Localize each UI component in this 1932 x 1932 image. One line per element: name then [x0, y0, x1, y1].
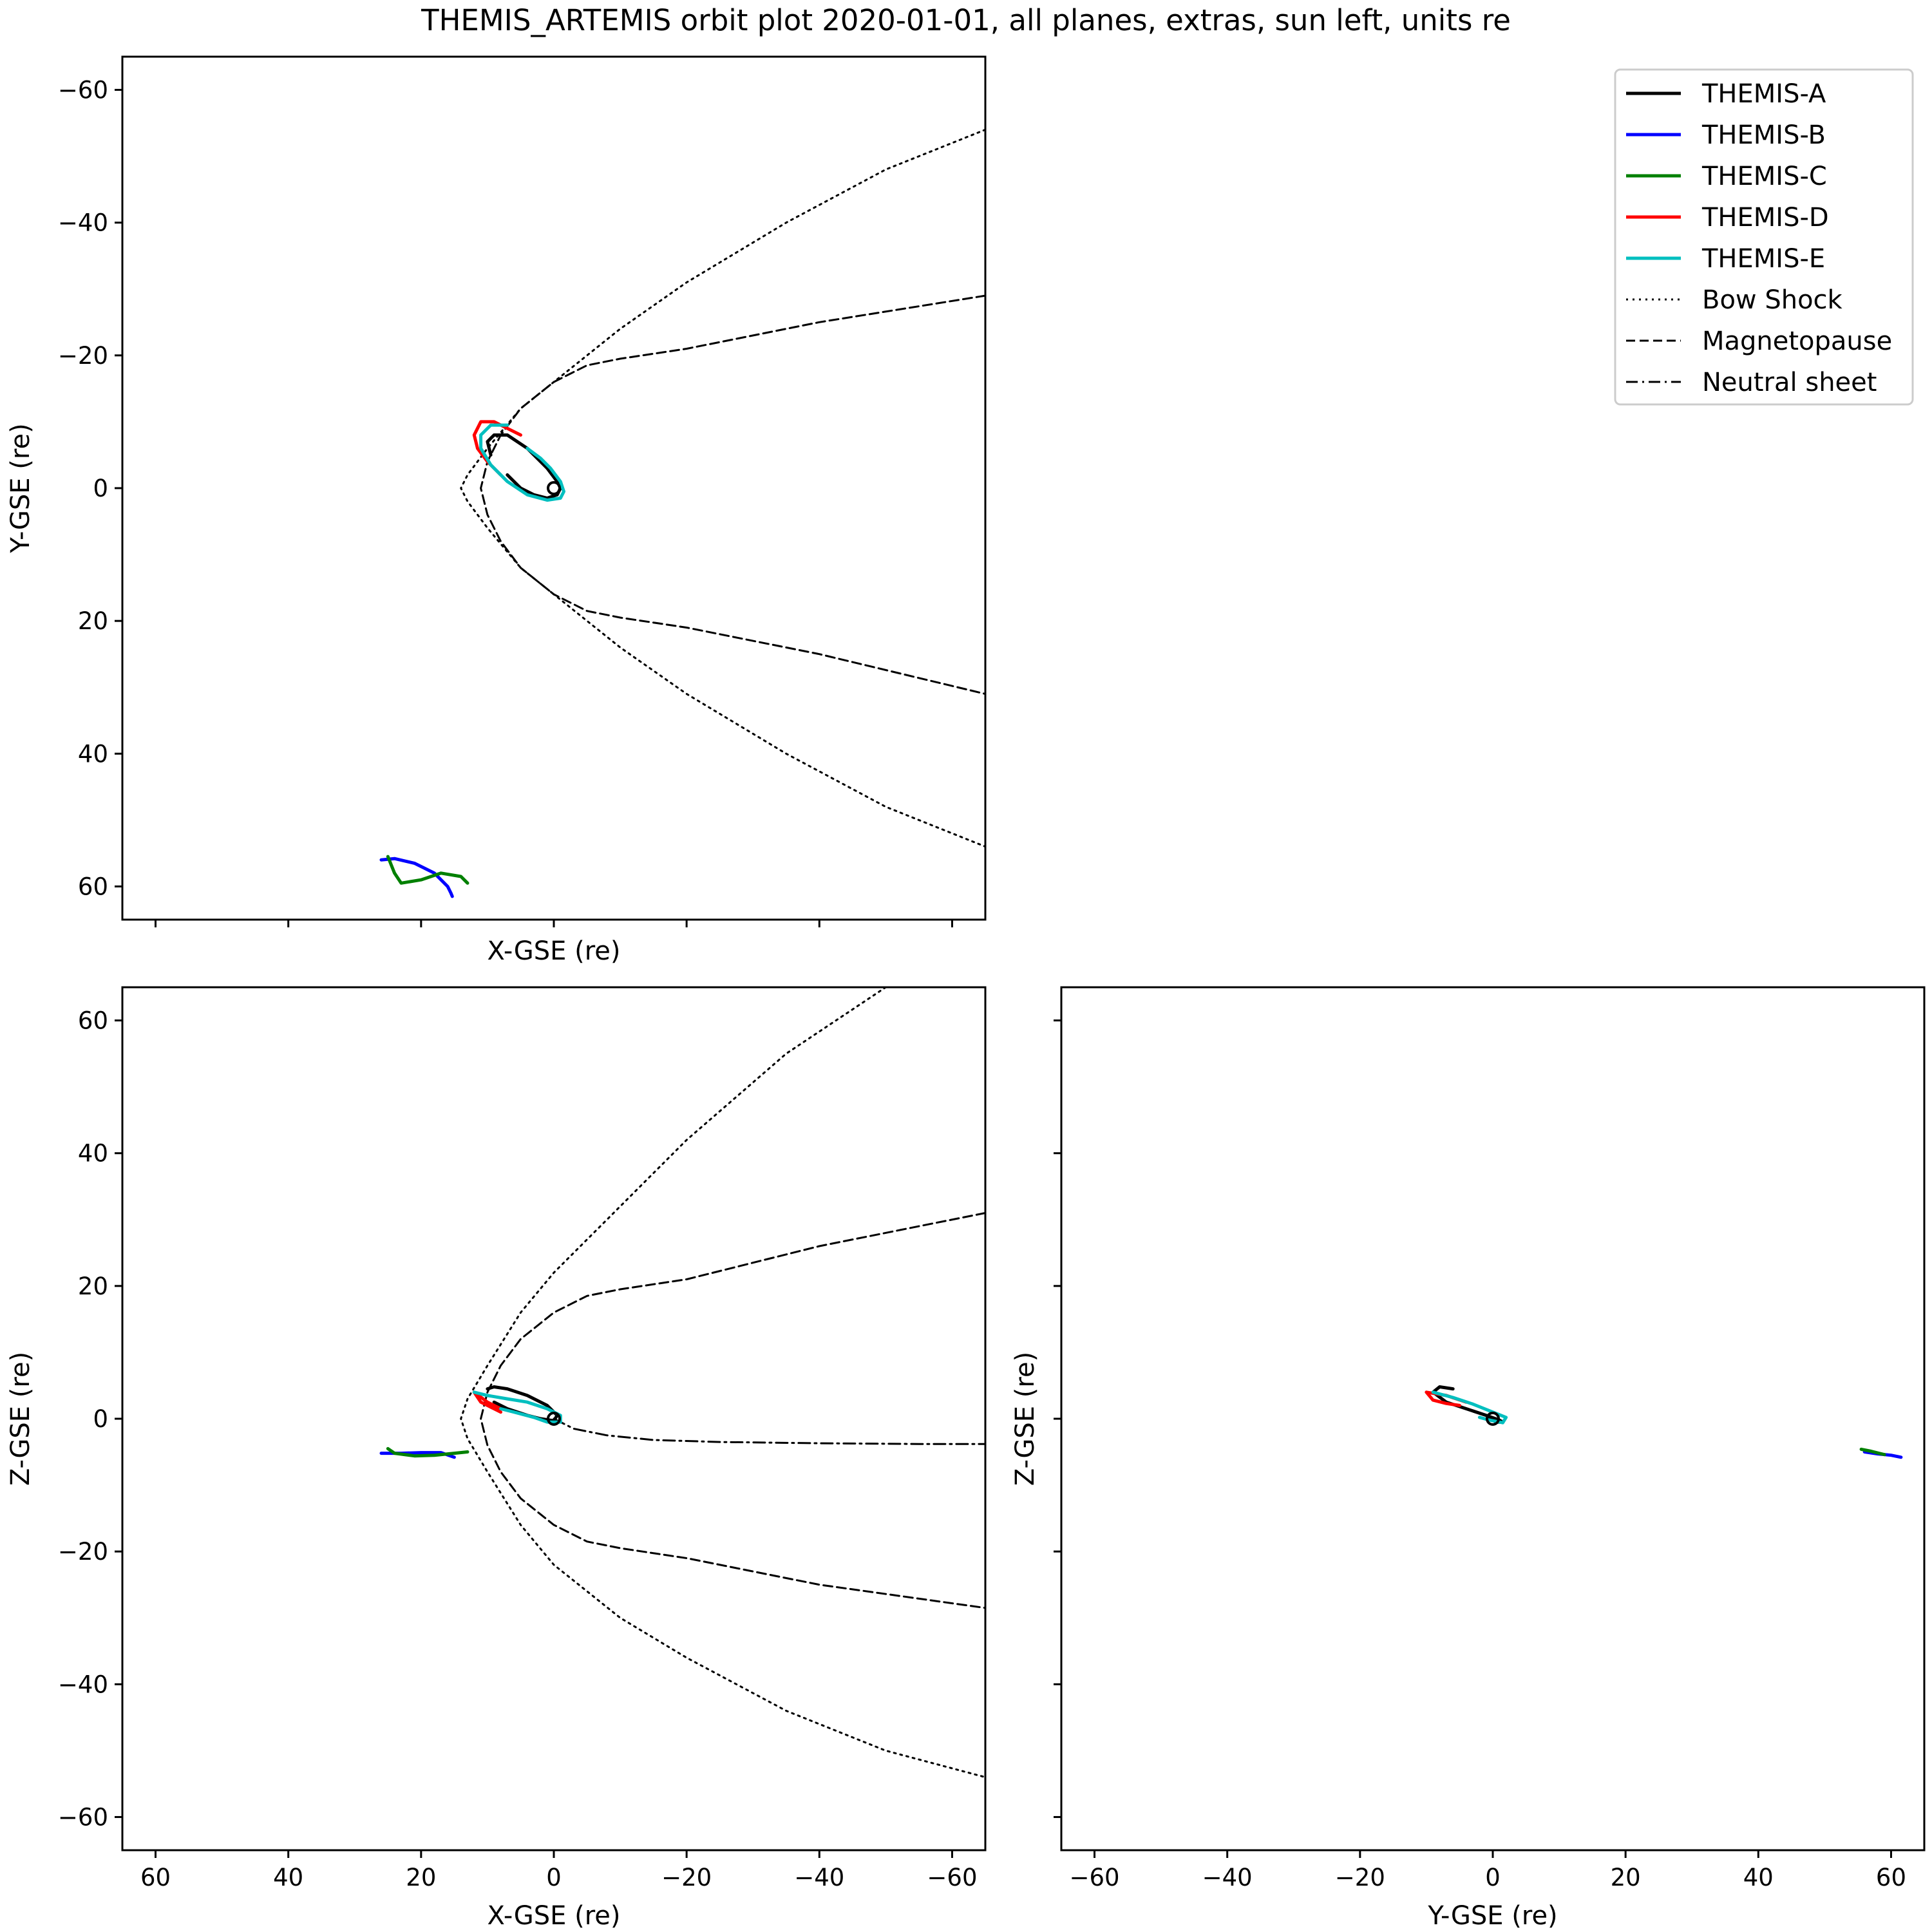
legend-label-bow-shock: Bow Shock — [1702, 285, 1843, 315]
yz-series-themis-e — [1431, 1390, 1508, 1425]
xz-earth-marker — [547, 1412, 561, 1426]
yz-x-tick-label: −20 — [1335, 1864, 1385, 1891]
xy-x-axis-label: X-GSE (re) — [487, 936, 620, 966]
xy-y-tick-label: −60 — [58, 77, 108, 104]
xz-x-tick-label: −40 — [794, 1864, 844, 1891]
xz-x-tick-label: −60 — [927, 1864, 977, 1891]
legend-label-themis-d: THEMIS-D — [1701, 203, 1829, 232]
yz-plane-panel: −60 −40 −20 0 20 40 60 Y-GSE (re) Z-GSE (re) — [1010, 986, 1926, 1931]
xz-y-tick-label: 40 — [78, 1140, 108, 1168]
yz-x-tick-label: 60 — [1876, 1864, 1906, 1891]
xz-y-tick-label: −20 — [58, 1538, 108, 1566]
yz-x-axis-label: Y-GSE (re) — [1427, 1901, 1557, 1931]
yz-x-tick-label: 40 — [1743, 1864, 1774, 1891]
xy-y-tick-label: −40 — [58, 209, 108, 237]
xz-series-neutral-sheet — [553, 1417, 985, 1445]
xy-earth-marker — [547, 481, 561, 495]
legend-box — [1614, 68, 1914, 406]
legend-label-themis-e: THEMIS-E — [1701, 244, 1825, 274]
xy-plane-panel: −60 −40 −20 0 20 40 60 X-GSE (re) Y-GSE (re) — [6, 55, 987, 966]
yz-earth-marker — [1486, 1412, 1500, 1426]
legend-label-themis-c: THEMIS-C — [1701, 162, 1827, 191]
xy-y-axis-label: Y-GSE (re) — [6, 423, 35, 553]
legend-label-neutral-sheet: Neutral sheet — [1702, 368, 1877, 397]
xz-y-axis-label: Z-GSE (re) — [6, 1352, 35, 1486]
xz-series-themis-d — [472, 1390, 502, 1414]
xy-series-themis-e — [479, 423, 565, 502]
xy-y-tick-label: 20 — [78, 607, 108, 635]
yz-x-tick-label: −60 — [1069, 1864, 1119, 1891]
yz-x-tick-label: 20 — [1611, 1864, 1641, 1891]
xz-x-tick-label: 20 — [406, 1864, 436, 1891]
xz-y-tick-label: 60 — [78, 1007, 108, 1035]
xy-y-tick-label: 0 — [93, 475, 108, 502]
xz-y-tick-label: −60 — [58, 1803, 108, 1831]
xz-x-tick-label: 60 — [140, 1864, 171, 1891]
xy-series-themis-b — [379, 857, 454, 898]
xy-y-tick-label: 40 — [78, 740, 108, 768]
legend-label-themis-b: THEMIS-B — [1701, 120, 1826, 150]
yz-x-tick-label: −40 — [1202, 1864, 1253, 1891]
xz-y-tick-label: 20 — [78, 1273, 108, 1300]
xz-x-tick-label: 0 — [546, 1864, 562, 1891]
yz-y-axis-label: Z-GSE (re) — [1010, 1352, 1040, 1486]
legend: THEMIS-A THEMIS-B THEMIS-C THEMIS-D THEMIS-E… — [1614, 68, 1914, 406]
xz-x-tick-label: 40 — [273, 1864, 303, 1891]
yz-series-themis-a — [1431, 1385, 1504, 1424]
xy-series-bow-shock — [460, 128, 985, 848]
xz-y-tick-label: −40 — [58, 1671, 108, 1698]
legend-label-themis-a: THEMIS-A — [1701, 79, 1826, 109]
xz-y-tick-label: 0 — [93, 1405, 108, 1433]
xz-plane-panel: 60 40 20 0 −20 −40 −60 60 40 20 0 −20 −40 −60 X-GSE (… — [6, 986, 987, 1931]
xz-series-themis-c — [386, 1446, 469, 1458]
xz-x-axis-label: X-GSE (re) — [487, 1901, 620, 1931]
xy-series-themis-c — [386, 855, 469, 885]
xy-y-tick-label: −20 — [58, 342, 108, 370]
xz-series-magnetopause — [480, 1212, 985, 1609]
yz-x-tick-label: 0 — [1485, 1864, 1501, 1891]
figure-title: THEMIS_ARTEMIS orbit plot 2020-01-01, al… — [421, 3, 1511, 37]
xz-x-tick-label: −20 — [661, 1864, 712, 1891]
xz-series-bow-shock — [460, 987, 985, 1779]
xz-series-themis-e — [472, 1390, 562, 1424]
yz-series-themis-c — [1859, 1447, 1886, 1457]
xy-series-themis-a — [486, 433, 562, 500]
legend-label-magnetopause: Magnetopause — [1702, 327, 1892, 356]
xy-series-magnetopause — [480, 294, 985, 695]
xy-y-tick-label: 60 — [78, 873, 108, 900]
